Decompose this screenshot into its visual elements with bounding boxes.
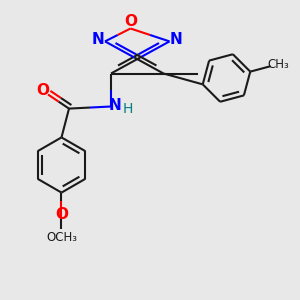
Text: CH₃: CH₃ [267,58,289,71]
Text: N: N [170,32,182,47]
Text: O: O [36,83,49,98]
Text: O: O [55,207,68,222]
Text: OCH₃: OCH₃ [46,231,77,244]
Text: N: N [92,32,105,47]
Text: O: O [124,14,137,29]
Text: H: H [122,102,133,116]
Text: N: N [108,98,121,112]
